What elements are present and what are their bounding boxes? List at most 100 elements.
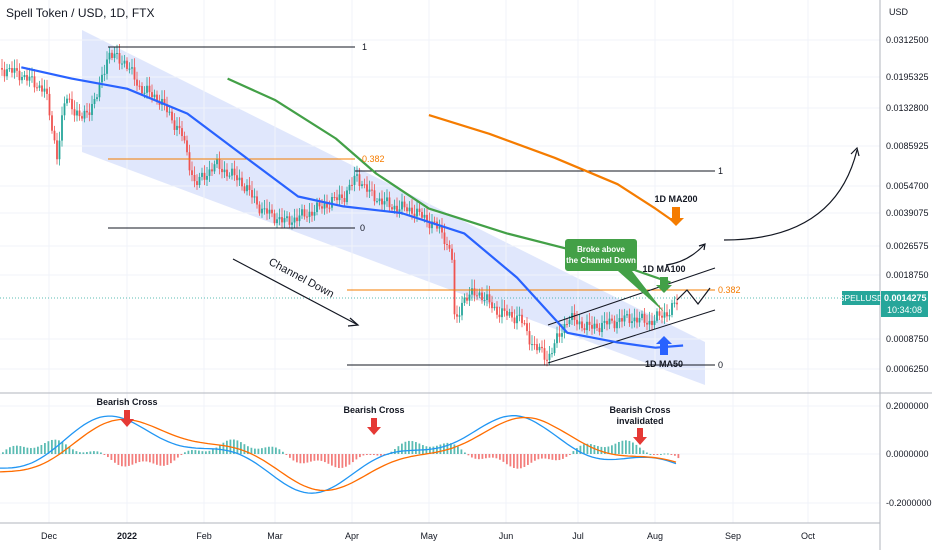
candle-body <box>23 75 26 77</box>
macd-histogram-bar <box>135 454 137 464</box>
candle-body <box>396 205 398 212</box>
candle-body <box>66 98 68 104</box>
candle-body <box>171 111 173 121</box>
channel-down-fill <box>82 30 705 385</box>
ma200-arrow <box>668 207 684 226</box>
candle-body <box>676 302 678 305</box>
macd-histogram-bar <box>306 454 309 463</box>
candle-body <box>663 312 666 318</box>
rising-channel-top <box>547 267 716 326</box>
macd-histogram-bar <box>107 454 109 458</box>
macd-histogram-bar <box>506 454 508 465</box>
macd-histogram-bar <box>565 454 568 457</box>
candle-body <box>211 169 213 172</box>
macd-histogram-bar <box>19 446 22 454</box>
candle-body <box>51 115 53 131</box>
macd-histogram-bar <box>618 441 620 454</box>
candle-body <box>166 104 168 113</box>
candle-body <box>268 209 271 214</box>
macd-histogram-bar <box>492 454 494 458</box>
candle-body <box>441 226 443 233</box>
candle-body <box>438 226 441 229</box>
macd-histogram-bar <box>198 450 200 454</box>
candle-body <box>371 189 373 191</box>
candle-body <box>303 209 306 217</box>
candle-body <box>518 314 521 316</box>
macd-histogram-bar <box>464 452 466 454</box>
macd-histogram-bar <box>117 454 120 465</box>
candle-body <box>288 216 291 225</box>
macd-histogram-bar <box>677 454 680 459</box>
candle-body <box>433 221 436 223</box>
macd-histogram-bar <box>208 450 211 454</box>
macd-histogram-bar <box>51 439 53 454</box>
candle-body <box>221 168 223 173</box>
fib2-label-0: 0 <box>718 360 723 370</box>
macd-pane <box>0 415 680 494</box>
macd-tick-label: -0.2000000 <box>886 498 932 508</box>
macd-histogram-bar <box>523 454 526 467</box>
candle-body <box>48 93 51 116</box>
ma100-label: 1D MA100 <box>642 264 685 274</box>
macd-histogram-bar <box>23 446 25 454</box>
fib2-label-1: 1 <box>718 166 723 176</box>
candle-body <box>346 190 348 203</box>
fib-label-0: 0 <box>360 223 365 233</box>
macd-histogram-bar <box>303 454 305 464</box>
macd-histogram-bar <box>614 443 617 454</box>
macd-histogram-bar <box>555 454 557 461</box>
channel-down-label: Channel Down <box>267 256 336 300</box>
ma200-label: 1D MA200 <box>654 194 697 204</box>
candle-body <box>596 323 598 328</box>
candle-body <box>103 73 106 75</box>
macd-histogram-bar <box>656 454 659 455</box>
candle-body <box>236 175 238 181</box>
candle-body <box>363 184 366 186</box>
candle-body <box>473 288 476 296</box>
macd-histogram-bar <box>145 454 148 462</box>
macd-histogram-bar <box>418 443 421 454</box>
candle-body <box>521 314 523 324</box>
candle-body <box>401 201 403 210</box>
macd-histogram-bar <box>296 454 298 463</box>
candle-body <box>113 53 116 58</box>
candle-body <box>21 76 23 81</box>
candle-body <box>341 194 343 198</box>
candle-body <box>38 85 41 88</box>
candle-body <box>311 211 313 216</box>
macd-histogram-bar <box>653 454 655 455</box>
macd-tick-label: 0.2000000 <box>886 401 929 411</box>
candle-body <box>163 98 166 105</box>
macd-histogram-bar <box>334 454 337 468</box>
candle-body <box>143 92 146 94</box>
macd-histogram-bar <box>299 454 302 464</box>
macd-histogram-bar <box>352 454 354 463</box>
fib-label-1: 1 <box>362 42 367 52</box>
candle-body <box>378 198 381 202</box>
candle-body <box>63 103 66 116</box>
candle-body <box>413 213 416 217</box>
projection-curve-2 <box>723 149 858 241</box>
macd-histogram-bar <box>338 454 340 468</box>
bearish-cross-label-3-line2: invalidated <box>616 416 663 426</box>
macd-histogram-bar <box>649 453 652 455</box>
candle-body <box>73 109 76 116</box>
candle-body <box>326 203 328 208</box>
candle-body <box>406 207 408 212</box>
candle-body <box>101 74 103 83</box>
macd-histogram-bar <box>26 447 29 454</box>
channel-down-arrowhead <box>347 317 360 327</box>
macd-histogram-bar <box>250 447 253 454</box>
macd-histogram-bar <box>443 443 445 454</box>
candle-body <box>16 68 18 71</box>
candle-body <box>391 207 393 210</box>
candle-body <box>636 317 638 323</box>
macd-histogram-bar <box>138 454 141 463</box>
candle-body <box>331 197 333 208</box>
macd-histogram-bar <box>646 452 648 454</box>
candle-body <box>226 169 228 177</box>
candle-body <box>273 213 276 224</box>
candle-body <box>618 318 621 322</box>
candle-body <box>466 297 468 301</box>
